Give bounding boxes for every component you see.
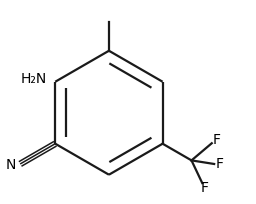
Text: F: F xyxy=(216,157,224,171)
Text: N: N xyxy=(5,158,16,172)
Text: F: F xyxy=(213,133,221,147)
Text: H₂N: H₂N xyxy=(21,72,47,86)
Text: F: F xyxy=(201,181,209,195)
